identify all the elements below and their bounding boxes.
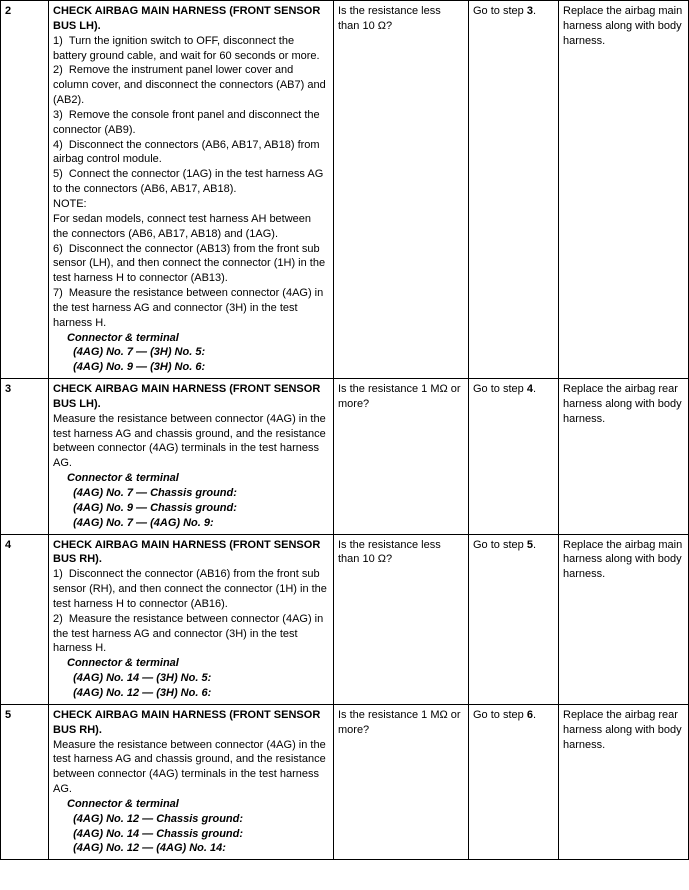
step-number: 3 — [5, 383, 11, 395]
procedure-title: CHECK AIRBAG MAIN HARNESS (FRONT SENSOR … — [53, 383, 320, 410]
no-cell: Replace the airbag main harness along wi… — [559, 1, 689, 379]
table-row: 2 CHECK AIRBAG MAIN HARNESS (FRONT SENSOR… — [1, 1, 689, 379]
procedure-cell: CHECK AIRBAG MAIN HARNESS (FRONT SENSOR … — [49, 379, 334, 534]
step-number: 2 — [5, 5, 11, 17]
check-cell: Is the resistance less than 10 Ω? — [334, 534, 469, 704]
table-row: 5 CHECK AIRBAG MAIN HARNESS (FRONT SENSOR… — [1, 704, 689, 859]
procedure-body: 1) Disconnect the connector (AB16) from … — [53, 568, 329, 701]
procedure-body: 1) Turn the ignition switch to OFF, disc… — [53, 35, 329, 375]
procedure-title: CHECK AIRBAG MAIN HARNESS (FRONT SENSOR … — [53, 709, 320, 736]
step-number-cell: 4 — [1, 534, 49, 704]
procedure-cell: CHECK AIRBAG MAIN HARNESS (FRONT SENSOR … — [49, 534, 334, 704]
diagnostic-table: 2 CHECK AIRBAG MAIN HARNESS (FRONT SENSOR… — [0, 0, 689, 860]
step-number: 4 — [5, 539, 11, 551]
yes-cell: Go to step 3. — [469, 1, 559, 379]
procedure-body: Measure the resistance between connector… — [53, 413, 329, 531]
yes-cell: Go to step 5. — [469, 534, 559, 704]
check-cell: Is the resistance 1 MΩ or more? — [334, 704, 469, 859]
no-cell: Replace the airbag rear harness along wi… — [559, 704, 689, 859]
table-row: 3 CHECK AIRBAG MAIN HARNESS (FRONT SENSOR… — [1, 379, 689, 534]
check-cell: Is the resistance less than 10 Ω? — [334, 1, 469, 379]
step-number-cell: 2 — [1, 1, 49, 379]
check-cell: Is the resistance 1 MΩ or more? — [334, 379, 469, 534]
procedure-body: Measure the resistance between connector… — [53, 739, 329, 857]
procedure-title: CHECK AIRBAG MAIN HARNESS (FRONT SENSOR … — [53, 539, 320, 566]
no-cell: Replace the airbag main harness along wi… — [559, 534, 689, 704]
procedure-cell: CHECK AIRBAG MAIN HARNESS (FRONT SENSOR … — [49, 704, 334, 859]
table-row: 4 CHECK AIRBAG MAIN HARNESS (FRONT SENSOR… — [1, 534, 689, 704]
yes-cell: Go to step 4. — [469, 379, 559, 534]
procedure-title: CHECK AIRBAG MAIN HARNESS (FRONT SENSOR … — [53, 5, 320, 32]
step-number-cell: 5 — [1, 704, 49, 859]
no-cell: Replace the airbag rear harness along wi… — [559, 379, 689, 534]
procedure-cell: CHECK AIRBAG MAIN HARNESS (FRONT SENSOR … — [49, 1, 334, 379]
step-number-cell: 3 — [1, 379, 49, 534]
diagnostic-tbody: 2 CHECK AIRBAG MAIN HARNESS (FRONT SENSOR… — [1, 1, 689, 860]
yes-cell: Go to step 6. — [469, 704, 559, 859]
step-number: 5 — [5, 709, 11, 721]
